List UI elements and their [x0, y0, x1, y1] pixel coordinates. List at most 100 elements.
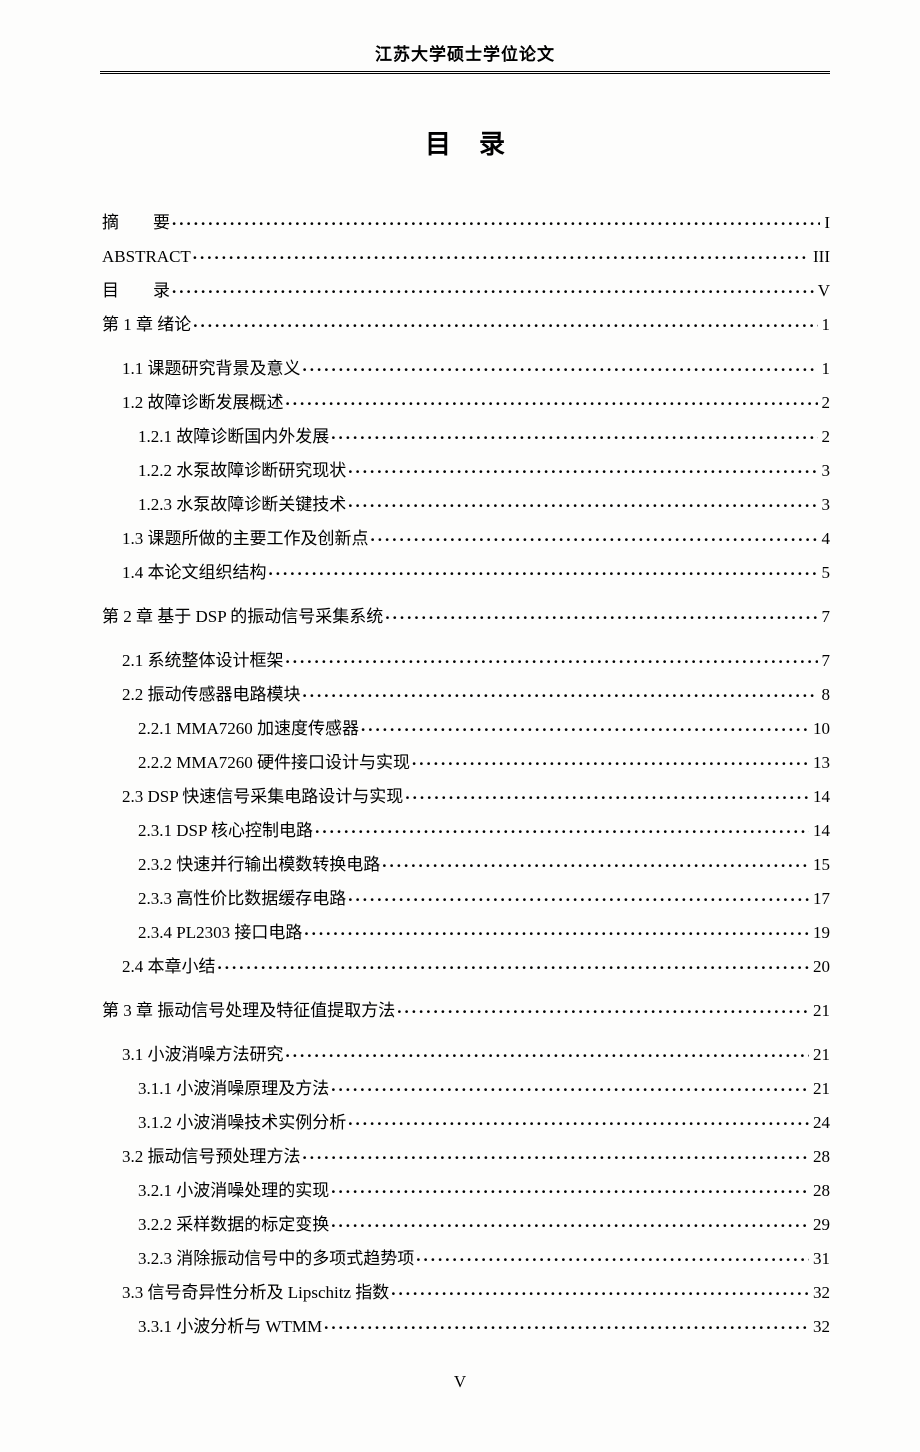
- toc-entry-label: 第 2 章 基于 DSP 的振动信号采集系统: [102, 608, 383, 625]
- toc-entry-page: 2: [820, 394, 831, 411]
- toc-entry-page: 1: [820, 316, 831, 333]
- toc-entry-page: 4: [820, 530, 831, 547]
- toc-entry-label: 2.3.4 PL2303 接口电路: [138, 924, 302, 941]
- toc-leader-dots: [361, 717, 809, 734]
- toc-leader-dots: [286, 649, 818, 666]
- toc-entry-page: 24: [811, 1114, 830, 1131]
- toc-leader-dots: [348, 887, 809, 904]
- toc-entry-label: 2.1 系统整体设计框架: [122, 652, 284, 669]
- toc-entry-label: 2.3.2 快速并行输出模数转换电路: [138, 856, 380, 873]
- toc-entry-page: 28: [811, 1182, 830, 1199]
- toc-entry-label: 3.3 信号奇异性分析及 Lipschitz 指数: [122, 1284, 389, 1301]
- toc-entry-page: 19: [811, 924, 830, 941]
- toc-entry-label: 摘 要: [102, 214, 170, 231]
- toc-entry: 2.2.1 MMA7260 加速度传感器 10: [100, 717, 830, 737]
- toc-entry: 1.4 本论文组织结构 5: [100, 561, 830, 581]
- toc-entry: 3.3 信号奇异性分析及 Lipschitz 指数 32: [100, 1281, 830, 1301]
- toc-entry-label: 1.2.3 水泵故障诊断关键技术: [138, 496, 346, 513]
- toc-leader-dots: [303, 1145, 810, 1162]
- toc-leader-dots: [391, 1281, 809, 1298]
- toc-entry-label: 第 3 章 振动信号处理及特征值提取方法: [102, 1002, 395, 1019]
- toc-entry-label: 2.3 DSP 快速信号采集电路设计与实现: [122, 788, 403, 805]
- toc-entry-page: 5: [820, 564, 831, 581]
- toc-leader-dots: [331, 1179, 809, 1196]
- toc-leader-dots: [315, 819, 809, 836]
- toc-entry-page: 2: [820, 428, 831, 445]
- toc-entry-page: 10: [811, 720, 830, 737]
- toc-entry-label: 目 录: [102, 282, 170, 299]
- toc-entry-label: 2.3.1 DSP 核心控制电路: [138, 822, 313, 839]
- toc-entry: 2.2.2 MMA7260 硬件接口设计与实现 13: [100, 751, 830, 771]
- toc-entry-label: 1.2 故障诊断发展概述: [122, 394, 284, 411]
- toc-leader-dots: [172, 279, 814, 296]
- toc-entry-page: 32: [811, 1318, 830, 1335]
- toc-entry-label: 1.4 本论文组织结构: [122, 564, 267, 581]
- toc-entry-label: 2.4 本章小结: [122, 958, 216, 975]
- toc-leader-dots: [286, 391, 818, 408]
- toc-entry-page: 3: [820, 462, 831, 479]
- toc-entry: ABSTRACTIII: [100, 245, 830, 265]
- toc-leader-dots: [371, 527, 818, 544]
- toc-leader-dots: [348, 459, 817, 476]
- toc-entry-page: 8: [820, 686, 831, 703]
- toc-entry-label: 3.2.1 小波消噪处理的实现: [138, 1182, 329, 1199]
- page-number: V: [0, 1372, 920, 1392]
- toc-entry-label: 2.2.2 MMA7260 硬件接口设计与实现: [138, 754, 410, 771]
- toc-entry: 2.4 本章小结20: [100, 955, 830, 975]
- toc-entry-label: 3.2 振动信号预处理方法: [122, 1148, 301, 1165]
- toc-title: 目录: [100, 124, 830, 161]
- toc-entry-page: 1: [820, 360, 831, 377]
- toc-entry: 2.3.2 快速并行输出模数转换电路 15: [100, 853, 830, 873]
- toc-leader-dots: [348, 493, 817, 510]
- toc-leader-dots: [304, 921, 809, 938]
- toc-leader-dots: [303, 683, 818, 700]
- toc-entry: 3.3.1 小波分析与 WTMM 32: [100, 1315, 830, 1335]
- toc-entry-page: 14: [811, 788, 830, 805]
- toc-entry-page: I: [822, 214, 830, 231]
- document-page: 江苏大学硕士学位论文 目录 摘 要IABSTRACTIII目 录V第 1 章 绪…: [0, 0, 920, 1452]
- toc-leader-dots: [412, 751, 809, 768]
- toc-entry: 2.3.3 高性价比数据缓存电路17: [100, 887, 830, 907]
- toc-leader-dots: [218, 955, 810, 972]
- toc-entry-page: 21: [811, 1002, 830, 1019]
- toc-leader-dots: [331, 1213, 809, 1230]
- toc-leader-dots: [269, 561, 818, 578]
- toc-entry: 第 2 章 基于 DSP 的振动信号采集系统7: [100, 605, 830, 625]
- toc-leader-dots: [405, 785, 809, 802]
- toc-entry-page: 13: [811, 754, 830, 771]
- toc-leader-dots: [385, 605, 817, 622]
- toc-entry-label: 3.3.1 小波分析与 WTMM: [138, 1318, 322, 1335]
- toc-entry-page: 14: [811, 822, 830, 839]
- toc-entry: 3.2.3 消除振动信号中的多项式趋势项31: [100, 1247, 830, 1267]
- toc-leader-dots: [348, 1111, 809, 1128]
- toc-entry: 3.1 小波消噪方法研究21: [100, 1043, 830, 1063]
- toc-entry: 目 录V: [100, 279, 830, 299]
- toc-entry-page: 29: [811, 1216, 830, 1233]
- toc-leader-dots: [331, 425, 817, 442]
- toc-leader-dots: [331, 1077, 809, 1094]
- toc-leader-dots: [172, 211, 820, 228]
- toc-entry: 3.2.1 小波消噪处理的实现 28: [100, 1179, 830, 1199]
- toc-entry: 1.2 故障诊断发展概述 2: [100, 391, 830, 411]
- running-header: 江苏大学硕士学位论文: [100, 40, 830, 71]
- toc-entry: 2.3 DSP 快速信号采集电路设计与实现 14: [100, 785, 830, 805]
- toc-leader-dots: [416, 1247, 809, 1264]
- toc-entry: 1.1 课题研究背景及意义1: [100, 357, 830, 377]
- toc-leader-dots: [193, 245, 809, 262]
- toc-entry: 1.3 课题所做的主要工作及创新点4: [100, 527, 830, 547]
- toc-entry: 第 1 章 绪论1: [100, 313, 830, 333]
- table-of-contents: 摘 要 I ABSTRACTIII 目 录V 第 1 章 绪论1 1.1 课题研究背景及意…: [100, 211, 830, 1335]
- toc-entry-label: 1.2.1 故障诊断国内外发展: [138, 428, 329, 445]
- toc-entry-label: 2.2.1 MMA7260 加速度传感器: [138, 720, 359, 737]
- toc-entry: 1.2.3 水泵故障诊断关键技术3: [100, 493, 830, 513]
- toc-entry-label: 2.2 振动传感器电路模块: [122, 686, 301, 703]
- toc-leader-dots: [397, 999, 809, 1016]
- toc-entry-page: 32: [811, 1284, 830, 1301]
- toc-entry-page: 21: [811, 1080, 830, 1097]
- toc-entry: 摘 要I: [100, 211, 830, 231]
- toc-entry: 第 3 章 振动信号处理及特征值提取方法 21: [100, 999, 830, 1019]
- toc-leader-dots: [382, 853, 809, 870]
- header-rule: [100, 71, 830, 74]
- toc-entry-page: 15: [811, 856, 830, 873]
- toc-entry-label: 3.1 小波消噪方法研究: [122, 1046, 284, 1063]
